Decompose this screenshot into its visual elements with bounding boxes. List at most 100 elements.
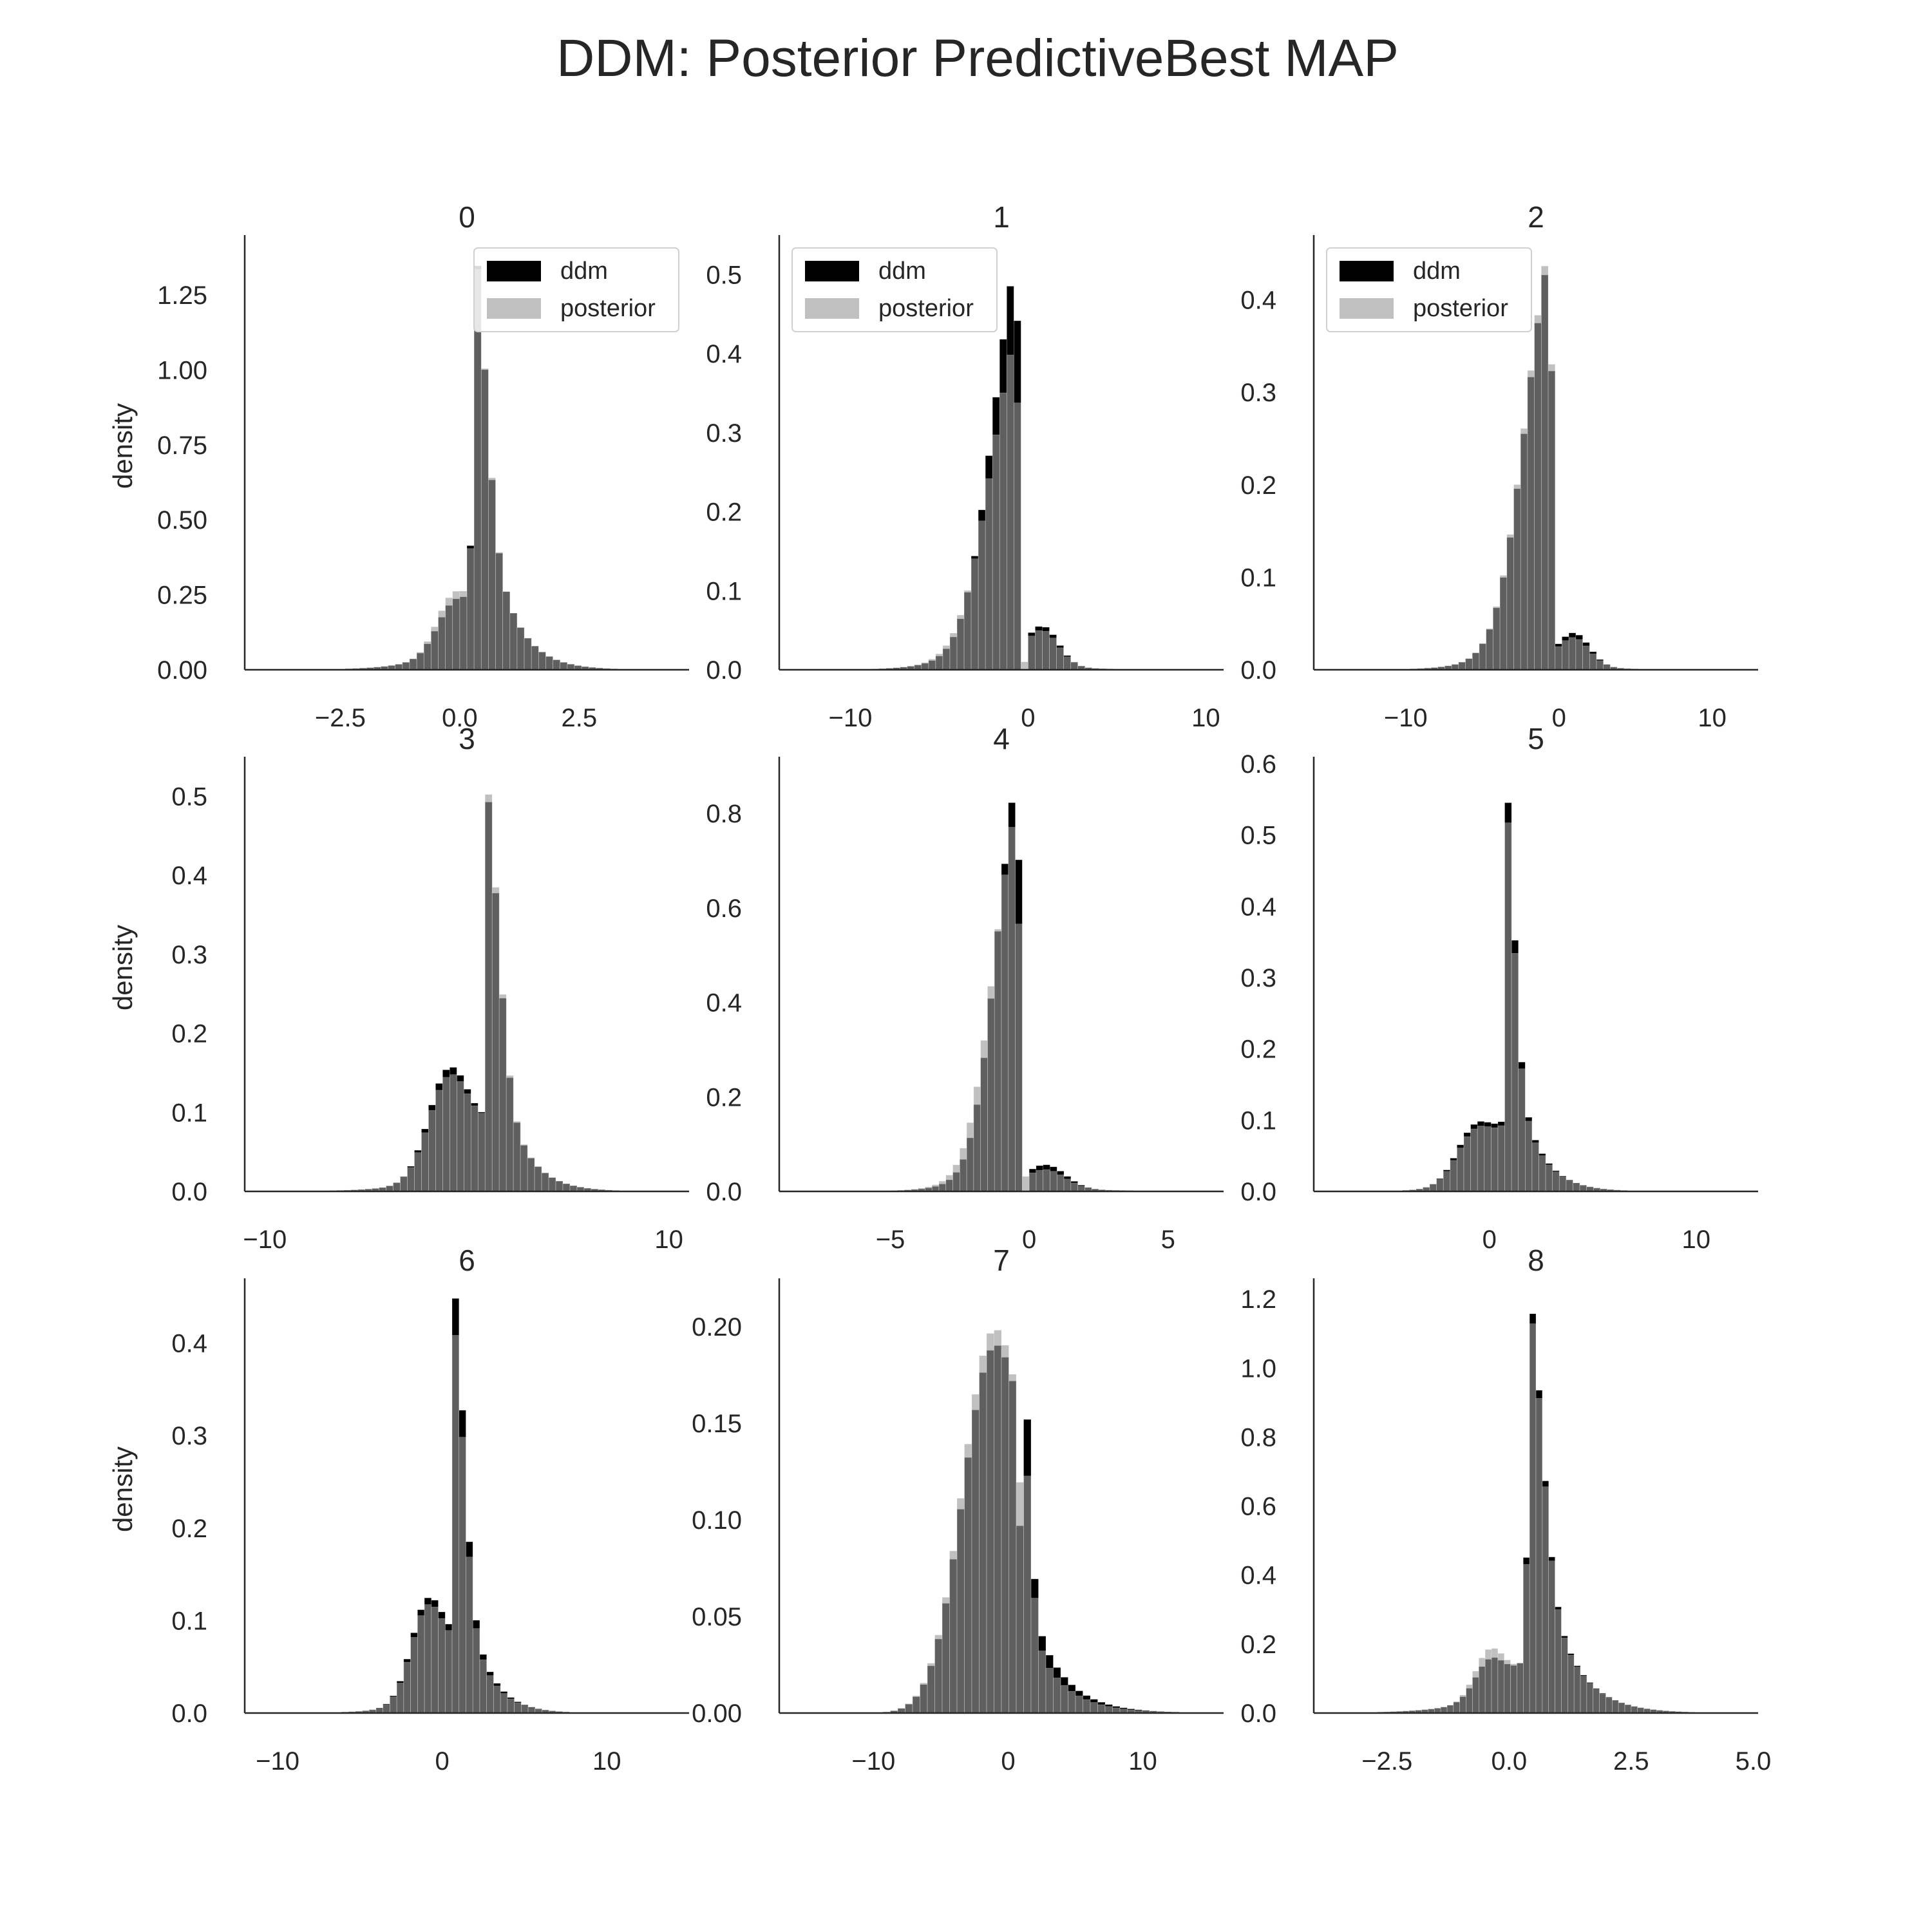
posterior-bar <box>531 645 539 670</box>
posterior-bar <box>407 1167 415 1192</box>
legend-swatch-posterior <box>1340 298 1394 319</box>
posterior-bar <box>1580 1676 1587 1714</box>
y-tick-label: 0.2 <box>1240 471 1276 500</box>
posterior-bar <box>1453 1701 1461 1714</box>
posterior-bar <box>1518 1068 1526 1192</box>
y-tick-label: 0.2 <box>706 1083 742 1112</box>
posterior-bar <box>1015 923 1023 1192</box>
y-tick-label: 0.1 <box>171 1099 207 1127</box>
y-tick-label: 0.4 <box>1240 1562 1276 1590</box>
y-tick-label: 0.6 <box>1240 1493 1276 1521</box>
posterior-bar <box>1053 1678 1061 1714</box>
posterior-bar <box>1451 664 1459 670</box>
y-tick-label: 0.0 <box>1240 656 1276 685</box>
subplot-6: 6 0.0 0.1 0.2 0.3 0.4 −10 0 10 density <box>108 1244 689 1776</box>
posterior-bar <box>1028 636 1036 670</box>
posterior-bar <box>1511 952 1519 1192</box>
posterior-bar <box>938 1180 947 1192</box>
posterior-bar <box>1049 638 1057 670</box>
posterior-bar <box>1534 315 1542 670</box>
y-tick-label: 0.3 <box>171 1422 207 1450</box>
posterior-bar <box>964 1443 972 1714</box>
y-tick-label: 0.2 <box>171 1515 207 1543</box>
posterior-bar <box>1497 1653 1505 1714</box>
posterior-bar <box>1497 1125 1505 1192</box>
subplot-7: 7 0.00 0.05 0.10 0.15 0.20 −10 0 10 <box>692 1244 1224 1776</box>
posterior-bar <box>1525 1121 1533 1192</box>
posterior-bar <box>934 1634 943 1714</box>
posterior-bar <box>1486 628 1493 670</box>
x-tick-label: 0 <box>1552 704 1566 732</box>
y-tick-label: 0.4 <box>171 862 207 890</box>
series-posterior <box>341 1335 570 1714</box>
posterior-bar <box>1552 1171 1560 1192</box>
posterior-bar <box>1573 1183 1580 1192</box>
posterior-bar <box>971 1394 980 1714</box>
y-tick-label: 0.4 <box>1240 287 1276 315</box>
posterior-bar <box>514 1702 522 1714</box>
posterior-bar <box>1472 1671 1479 1714</box>
y-tick-label: 0.10 <box>692 1506 742 1535</box>
posterior-bar <box>1083 1699 1091 1714</box>
posterior-bar <box>1611 1700 1619 1714</box>
subplot-grid: 00.000.250.500.751.001.25−2.5 0.0 2.5densi… <box>108 200 1771 1776</box>
posterior-bar <box>1568 637 1577 670</box>
posterior-bar <box>417 1615 425 1714</box>
x-tick-label: 10 <box>1128 1747 1157 1776</box>
posterior-bar <box>942 1597 950 1714</box>
x-tick-label: 10 <box>654 1226 683 1254</box>
legend: ddm posterior <box>473 247 679 332</box>
posterior-bar <box>1596 660 1604 670</box>
posterior-bar <box>403 1662 411 1714</box>
posterior-bar <box>491 887 500 1192</box>
y-tick-label: 0.50 <box>157 506 207 535</box>
posterior-bar <box>942 645 951 670</box>
y-tick-label: 0.25 <box>157 582 207 610</box>
posterior-bar <box>1575 639 1583 670</box>
y-tick-label: 0.00 <box>157 656 207 685</box>
posterior-bar <box>428 1110 436 1192</box>
posterior-bar <box>444 1630 453 1714</box>
posterior-bar <box>480 368 489 670</box>
posterior-bar <box>992 434 1000 670</box>
subplot-3: 3 0.0 0.1 0.2 0.3 0.4 0.5 −10 10 density <box>108 722 689 1254</box>
posterior-bar <box>1472 652 1480 670</box>
posterior-bar <box>927 1663 935 1714</box>
posterior-bar <box>569 1185 578 1192</box>
posterior-bar <box>1436 1179 1444 1192</box>
posterior-bar <box>1063 656 1071 670</box>
subplot-title: 7 <box>993 1244 1010 1277</box>
y-tick-label: 0.4 <box>706 340 742 368</box>
y-tick-label: 0.8 <box>1240 1423 1276 1452</box>
posterior-bar <box>945 1175 953 1192</box>
posterior-bar <box>493 1685 501 1714</box>
posterior-bar <box>1446 1705 1454 1714</box>
x-tick-label: −10 <box>1384 704 1428 732</box>
y-tick-label: 0.15 <box>692 1410 742 1438</box>
y-axis-label: density <box>108 925 138 1010</box>
posterior-bar <box>553 659 560 670</box>
subplot-1: 1 0.0 0.1 0.2 0.3 0.4 0.5 −10 0 10 ddm posterior <box>706 200 1224 732</box>
posterior-bar <box>1542 1486 1549 1714</box>
posterior-bar <box>1440 1707 1448 1714</box>
posterior-bar <box>442 1077 450 1192</box>
posterior-bar <box>548 1177 556 1192</box>
legend-swatch-ddm <box>487 261 541 281</box>
x-tick-label: 0 <box>1021 704 1035 732</box>
posterior-bar <box>1477 1126 1485 1192</box>
posterior-bar <box>1522 1564 1530 1714</box>
posterior-bar <box>390 1696 397 1714</box>
x-tick-label: 10 <box>1681 1226 1710 1254</box>
x-tick-label: −2.5 <box>315 704 366 732</box>
posterior-bar <box>386 1186 393 1192</box>
y-axis-label: density <box>108 403 138 489</box>
posterior-bar <box>1562 640 1569 670</box>
posterior-bar <box>1566 1180 1573 1192</box>
x-tick-label: 10 <box>1191 704 1220 732</box>
posterior-bar <box>1504 1660 1511 1714</box>
x-tick-label: −2.5 <box>1361 1747 1412 1776</box>
subplot-title: 1 <box>993 200 1010 234</box>
posterior-bar <box>506 1075 514 1192</box>
posterior-bar <box>1567 1654 1575 1714</box>
posterior-bar <box>431 1607 439 1714</box>
